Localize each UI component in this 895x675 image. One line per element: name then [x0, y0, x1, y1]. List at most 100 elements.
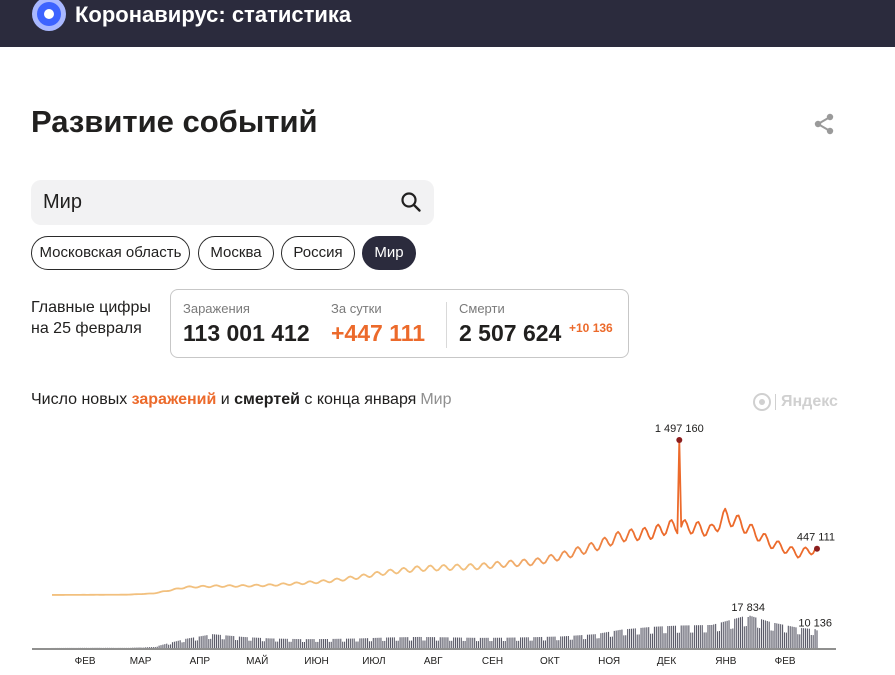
cases-label: Заражения — [183, 301, 250, 316]
region-search-input[interactable] — [43, 191, 373, 214]
app-title[interactable]: Коронавирус: статистика — [75, 2, 352, 27]
death-bar — [265, 638, 267, 648]
x-tick-label: ДЕК — [657, 656, 676, 667]
death-bar — [531, 640, 533, 648]
death-bar — [185, 638, 187, 648]
death-bar — [290, 641, 292, 648]
death-bar — [692, 632, 694, 648]
death-bar — [674, 625, 677, 648]
top-bar: Коронавирус: статистика — [0, 0, 895, 47]
death-bar — [357, 641, 359, 648]
death-bar — [627, 629, 629, 648]
death-bar — [611, 636, 613, 648]
region-chip-world[interactable]: Мир — [362, 236, 416, 270]
death-bar — [797, 634, 799, 648]
deaths-label: Смерти — [459, 301, 505, 316]
death-bar — [430, 637, 432, 648]
death-bar — [479, 637, 481, 648]
death-bar — [296, 639, 298, 648]
death-bar — [173, 641, 175, 648]
death-bar — [256, 637, 258, 648]
death-bar — [286, 638, 288, 648]
death-bar — [661, 626, 663, 648]
death-bar — [263, 641, 265, 648]
death-bar — [801, 628, 803, 648]
death-bar — [485, 637, 487, 648]
logo-icon[interactable] — [32, 0, 66, 31]
death-bar — [653, 626, 655, 648]
death-bar — [705, 632, 707, 648]
death-bar — [196, 640, 198, 648]
death-bar — [510, 637, 512, 648]
death-bar — [569, 639, 571, 648]
death-bar — [502, 641, 504, 648]
death-bar — [695, 625, 698, 648]
death-bar — [474, 637, 476, 648]
infections-last-label: 447 111 — [797, 532, 835, 544]
death-bar — [629, 628, 631, 648]
death-bar — [168, 644, 170, 648]
death-bar — [347, 638, 349, 648]
death-bar — [380, 637, 382, 648]
death-bar — [577, 635, 579, 648]
death-bar — [470, 637, 472, 648]
death-bar — [588, 634, 590, 648]
death-bar — [292, 638, 294, 648]
death-bar — [711, 624, 713, 648]
death-bar — [640, 627, 642, 648]
death-bar — [277, 641, 279, 648]
death-bar — [332, 638, 334, 648]
death-bar — [703, 632, 705, 648]
death-bar — [300, 639, 302, 648]
death-bar — [529, 640, 531, 648]
death-bar — [303, 641, 305, 648]
death-bar — [701, 625, 703, 648]
death-bar — [162, 644, 164, 648]
infections-line — [51, 439, 818, 596]
death-bar — [634, 628, 636, 648]
death-bar — [535, 637, 537, 648]
region-chip-moscow[interactable]: Москва — [198, 236, 274, 270]
death-bar — [214, 634, 216, 648]
search-icon[interactable] — [400, 191, 422, 213]
share-icon[interactable] — [812, 112, 836, 136]
deaths-delta: +10 136 — [569, 321, 613, 335]
death-bar — [426, 637, 428, 648]
region-chip-moscow-oblast[interactable]: Московская область — [31, 236, 190, 270]
death-bar — [795, 627, 797, 648]
death-bar — [441, 637, 443, 648]
death-bar — [573, 635, 575, 648]
death-bar — [305, 639, 307, 648]
x-tick-label: АВГ — [424, 656, 443, 667]
death-bar — [254, 637, 256, 648]
death-bar — [462, 640, 464, 648]
death-bar — [158, 645, 160, 648]
death-bar — [336, 638, 338, 648]
region-chip-russia[interactable]: Россия — [281, 236, 355, 270]
region-search — [31, 180, 434, 225]
death-bar — [497, 637, 499, 648]
death-bar — [630, 628, 633, 648]
death-bar — [183, 642, 185, 648]
death-bar — [623, 635, 625, 648]
death-bar — [713, 624, 715, 648]
death-bar — [764, 620, 766, 648]
death-bar — [269, 638, 271, 648]
death-bar — [447, 637, 449, 648]
death-bar — [376, 637, 378, 648]
death-bar — [780, 624, 782, 648]
death-bar — [437, 640, 439, 648]
death-bar — [248, 640, 250, 648]
death-bar — [279, 638, 281, 648]
death-bar — [388, 637, 390, 648]
x-tick-label: ФЕВ — [775, 656, 796, 667]
death-bar — [665, 633, 667, 648]
death-bar — [298, 639, 300, 648]
death-bar — [244, 637, 246, 648]
death-bar — [791, 626, 793, 648]
death-bar — [242, 636, 244, 648]
death-bar — [321, 639, 323, 648]
death-bar — [743, 626, 745, 648]
death-bar — [198, 636, 200, 648]
death-bar — [435, 640, 437, 648]
